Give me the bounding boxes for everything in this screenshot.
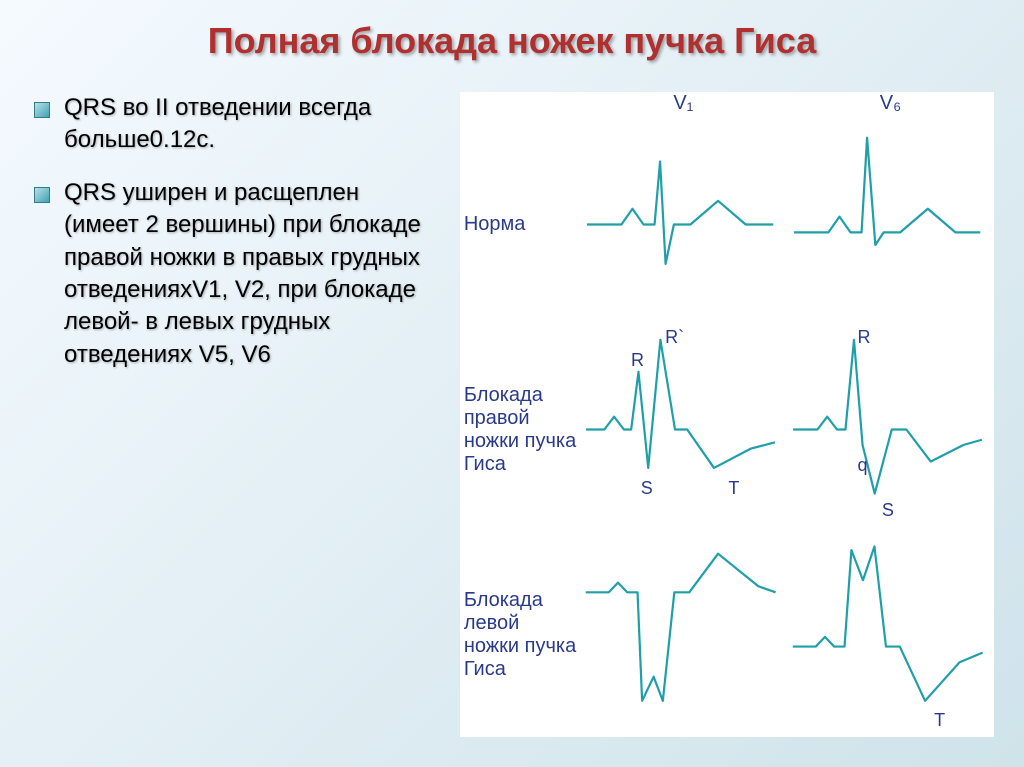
row-label-rbbb: Блокада правой ножки пучка Гиса [460,384,580,476]
slide: Полная блокада ножек пучка Гиса QRS во I… [0,0,1024,767]
col-head-v1: V₁ [580,92,787,115]
wave-normal-v6 [787,122,994,327]
wave-rbbb-v6: RqS [787,327,994,532]
bullet-panel: QRS во II отведении всегда больше0.12с. … [30,92,450,737]
wave-lbbb-v6: T [787,532,994,737]
wave-lbbb-v1 [580,532,787,737]
content-area: QRS во II отведении всегда больше0.12с. … [30,92,994,737]
wave-rbbb-v1: RR`ST [580,327,787,532]
row-label-normal: Норма [460,213,580,236]
bullet-item: QRS во II отведении всегда больше0.12с. [30,92,440,157]
waveform-panel: V₁ V₆ Норма Блокада правой ножки пучка Г… [460,92,994,737]
wave-normal-v1 [580,122,787,327]
page-title: Полная блокада ножек пучка Гиса [30,20,994,62]
col-head-v6: V₆ [787,92,994,115]
waveform-grid: V₁ V₆ Норма Блокада правой ножки пучка Г… [460,92,994,737]
bullet-list: QRS во II отведении всегда больше0.12с. … [30,92,440,371]
bullet-item: QRS уширен и расщеплен (имеет 2 вершины)… [30,177,440,371]
row-label-lbbb: Блокада левой ножки пучка Гиса [460,589,580,681]
